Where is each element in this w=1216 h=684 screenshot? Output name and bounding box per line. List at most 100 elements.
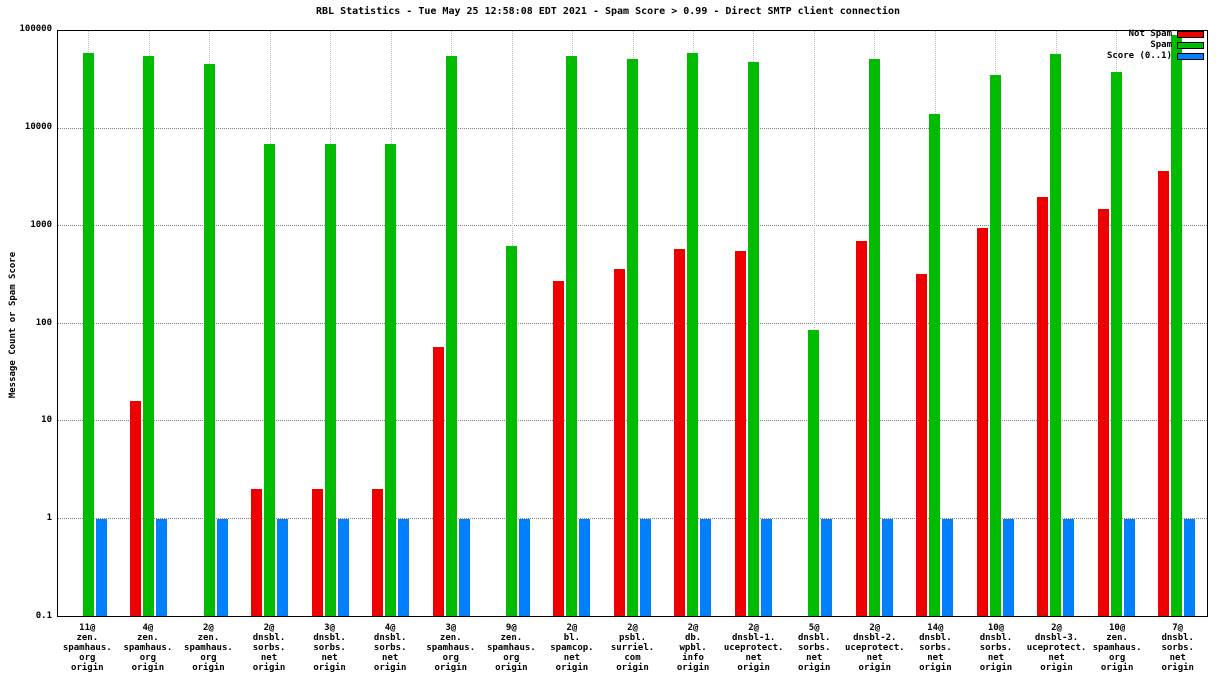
bar-score-0-1 [1002,518,1014,616]
bar-group [1146,31,1206,616]
bar-score-0-1 [760,518,772,616]
bar-spam [203,63,215,616]
x-tick-label: 2@ bl. spamcop. net origin [550,623,594,673]
x-tick-label: 4@ dnsbl. sorbs. net origin [373,623,407,673]
bar-spam [324,143,336,616]
bar-score-0-1 [942,518,954,616]
bar-group [1086,31,1146,616]
x-tick-label: 7@ dnsbl. sorbs. net origin [1161,623,1194,673]
x-tick-label: 2@ dnsbl-1. uceprotect. net origin [723,623,784,673]
bars-layer [58,31,1207,616]
bar-score-0-1 [639,518,651,616]
bar-not-spam [1037,196,1049,616]
bar-score-0-1 [881,518,893,616]
bar-score-0-1 [579,518,591,616]
bar-not-spam [674,249,686,616]
y-tick-label: 10000 [24,121,52,132]
bar-group [602,31,662,616]
bar-score-0-1 [519,518,531,616]
x-tick-label: 2@ psbl. surriel. com origin [610,623,655,673]
x-tick-label: 10@ zen. spamhaus. org origin [1092,623,1142,673]
legend-label: Score (0..1) [1106,51,1172,61]
x-tick-label: 3@ zen. spamhaus. org origin [426,623,476,673]
bar-not-spam [553,281,565,616]
legend-swatch-score-0-1 [1177,52,1204,60]
bar-not-spam [311,489,323,616]
x-tick-label: 2@ dnsbl-2. uceprotect. net origin [845,623,905,673]
bar-not-spam [855,241,867,616]
legend: Not Spam Spam Score (0..1) [1107,29,1204,62]
bar-group [965,31,1025,616]
bar-group [663,31,723,616]
bar-not-spam [1158,170,1170,616]
x-tick-label: 4@ zen. spamhaus. org origin [123,623,173,673]
bar-group [58,31,118,616]
bar-spam [1110,71,1122,616]
bar-group [905,31,965,616]
x-tick-label: 2@ zen. spamhaus. org origin [184,623,233,673]
legend-item: Spam [1107,40,1204,50]
y-tick-label: 1000 [30,219,52,230]
bar-score-0-1 [156,518,168,616]
bar-not-spam [734,250,746,616]
bar-score-0-1 [821,518,833,616]
y-tick-label: 10 [41,415,52,426]
bar-spam [1171,35,1183,616]
bar-score-0-1 [700,518,712,616]
x-tick-label: 14@ dnsbl. sorbs. net origin [919,623,952,673]
bar-score-0-1 [398,518,410,616]
y-tick-label: 1 [46,513,52,524]
x-tick-label: 11@ zen. spamhaus. org origin [62,623,112,673]
legend-label: Not Spam [1128,29,1172,39]
bar-spam [445,56,457,616]
bar-score-0-1 [458,518,470,616]
bar-spam [626,58,638,616]
legend-item: Not Spam [1107,29,1204,39]
bar-group [542,31,602,616]
bar-score-0-1 [1184,518,1196,616]
bar-spam [566,56,578,616]
bar-spam [82,52,94,616]
bar-group [723,31,783,616]
bar-not-spam [372,489,384,616]
bar-spam [264,143,276,616]
bar-not-spam [432,347,444,616]
bar-spam [1050,54,1062,616]
bar-spam [385,143,397,616]
bar-spam [506,246,518,616]
plot-area [57,30,1208,617]
bar-not-spam [916,274,928,616]
bar-group [844,31,904,616]
bar-score-0-1 [277,518,289,616]
y-tick-label: 0.1 [35,611,52,621]
bar-group [481,31,541,616]
legend-item: Score (0..1) [1107,51,1204,61]
bar-spam [868,58,880,616]
legend-label: Spam [1150,40,1172,50]
x-tick-label: 2@ dnsbl-3. uceprotect. net origin [1026,623,1087,673]
x-gridline [813,31,815,616]
legend-swatch-not-spam [1177,30,1204,38]
bar-group [179,31,239,616]
x-tick-label: 5@ dnsbl. sorbs. net origin [797,623,831,673]
x-tick-label: 3@ dnsbl. sorbs. net origin [313,623,346,673]
x-tick-label: 9@ zen. spamhaus. org origin [486,623,536,673]
bar-spam [143,56,155,616]
chart-title: RBL Statistics - Tue May 25 12:58:08 EDT… [316,6,900,17]
bar-not-spam [1097,208,1109,616]
y-axis-title: Message Count or Spam Score [8,251,18,399]
x-tick-label: 2@ db. wpbl. info origin [676,623,710,673]
bar-score-0-1 [95,518,107,616]
bar-not-spam [613,269,625,616]
y-tick-label: 100000 [19,24,52,34]
bar-score-0-1 [216,518,228,616]
bar-group [784,31,844,616]
bar-not-spam [251,489,263,616]
bar-group [1026,31,1086,616]
bar-not-spam [130,401,142,616]
bar-score-0-1 [1123,518,1135,616]
bar-group [421,31,481,616]
bar-spam [929,114,941,616]
x-tick-label: 10@ dnsbl. sorbs. net origin [979,623,1013,673]
